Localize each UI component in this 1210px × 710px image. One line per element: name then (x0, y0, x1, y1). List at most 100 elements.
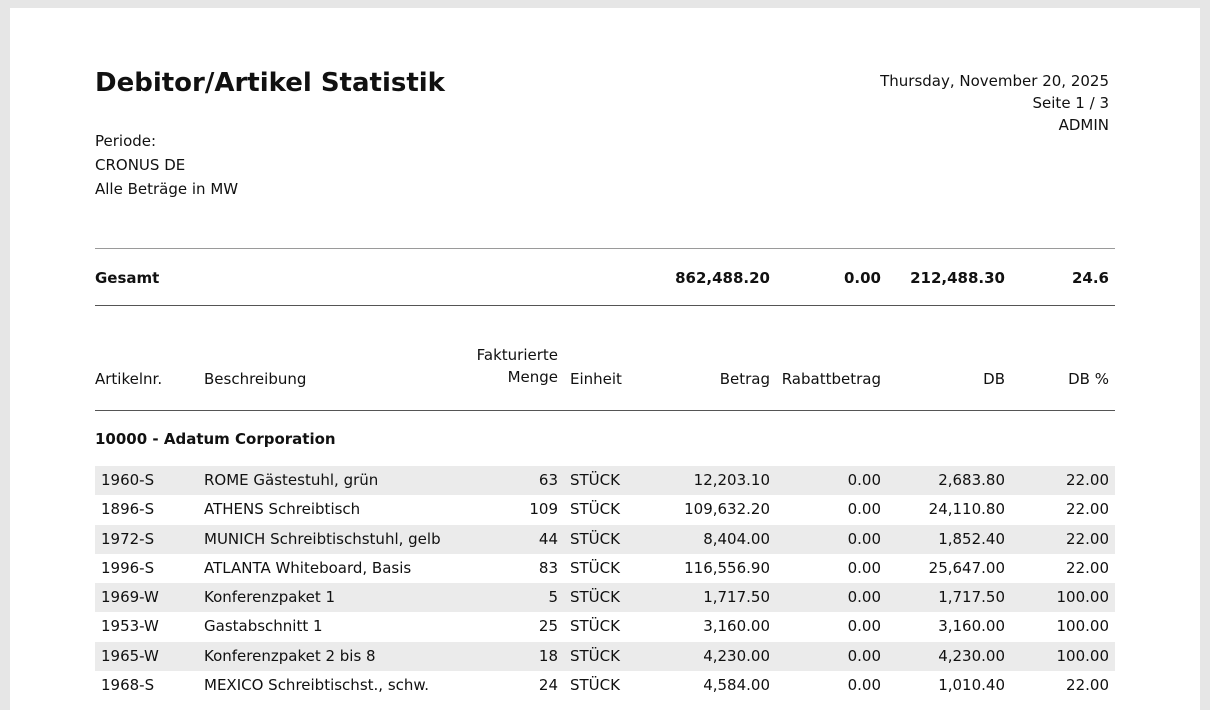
cell-beschreibung: ROME Gästestuhl, grün (204, 471, 379, 489)
cell-db-pct: 100.00 (1056, 617, 1110, 636)
cell-betrag: 116,556.90 (684, 558, 770, 577)
cell-db-pct: 100.00 (1056, 646, 1110, 665)
cell-db-pct: 22.00 (1066, 676, 1109, 695)
total-db: 212,488.30 (910, 269, 1005, 287)
table-row: 1969-W Konferenzpaket 1 5 STÜCK 1,717.50 0.00… (95, 583, 1115, 613)
col-einheit: Einheit (570, 370, 622, 388)
cell-menge: 24 (538, 676, 558, 695)
cell-rabattbetrag: 0.00 (847, 588, 881, 607)
report-title: Debitor/Artikel Statistik (95, 68, 445, 98)
col-db: DB (983, 370, 1005, 388)
cell-einheit: STÜCK (570, 646, 620, 665)
divider (95, 410, 1115, 411)
cell-einheit: STÜCK (570, 529, 620, 548)
table-row: 1896-S ATHENS Schreibtisch 109 STÜCK 109,632… (95, 495, 1115, 524)
cell-db-pct: 100.00 (1056, 588, 1110, 607)
cell-beschreibung: ATLANTA Whiteboard, Basis (204, 558, 412, 577)
cell-menge: 44 (538, 529, 558, 548)
cell-db-pct: 22.00 (1066, 471, 1109, 489)
table-row: 1996-S ATLANTA Whiteboard, Basis 83 STÜCK 11… (95, 554, 1115, 583)
cell-betrag: 3,160.00 (703, 617, 770, 636)
cell-artikelnr: 1996-S (101, 558, 155, 577)
cell-betrag: 12,203.10 (693, 471, 770, 489)
col-rabattbetrag: Rabattbetrag (781, 370, 881, 388)
cell-betrag: 8,404.00 (703, 529, 770, 548)
cell-db: 4,230.00 (938, 646, 1005, 665)
report-meta-right: Thursday, November 20, 2025 Seite 1 / 3 … (880, 70, 1109, 136)
cell-rabattbetrag: 0.00 (847, 617, 881, 636)
cell-menge: 109 (529, 500, 558, 519)
table-row: 1968-S MEXICO Schreibtischst., schw. 24 STÜ… (95, 671, 1115, 700)
cell-rabattbetrag: 0.00 (847, 471, 881, 489)
cell-artikelnr: 1896-S (101, 500, 155, 519)
cell-artikelnr: 1972-S (101, 529, 155, 548)
cell-betrag: 109,632.20 (684, 500, 770, 519)
cell-einheit: STÜCK (570, 588, 620, 607)
cell-rabattbetrag: 0.00 (847, 646, 881, 665)
cell-rabattbetrag: 0.00 (847, 529, 881, 548)
cell-artikelnr: 1965-W (101, 646, 159, 665)
cell-betrag: 4,584.00 (703, 676, 770, 695)
col-menge-line1: Fakturierte (476, 346, 558, 364)
cell-db: 25,647.00 (928, 558, 1005, 577)
company-name: CRONUS DE (95, 156, 186, 174)
cell-db: 1,010.40 (938, 676, 1005, 695)
cell-einheit: STÜCK (570, 471, 620, 489)
divider (95, 248, 1115, 249)
cell-db: 1,852.40 (938, 529, 1005, 548)
total-db-pct: 24.6 (1071, 269, 1109, 287)
table-row: 1972-S MUNICH Schreibtischstuhl, gelb 44 ST… (95, 524, 1115, 554)
cell-db-pct: 22.00 (1066, 500, 1109, 519)
total-row: Gesamt 862,488.20 0.00 212,488.30 24.6 (95, 263, 1115, 293)
cell-menge: 25 (538, 617, 558, 636)
cell-artikelnr: 1960-S (101, 471, 155, 489)
cell-rabattbetrag: 0.00 (847, 558, 881, 577)
cell-beschreibung: Gastabschnitt 1 (204, 617, 323, 636)
cell-einheit: STÜCK (570, 676, 620, 695)
cell-einheit: STÜCK (570, 617, 620, 636)
cell-beschreibung: MUNICH Schreibtischstuhl, gelb (204, 529, 441, 548)
user-name: ADMIN (1058, 116, 1109, 134)
cell-db: 24,110.80 (928, 500, 1005, 519)
total-rabattbetrag: 0.00 (843, 269, 881, 287)
total-label: Gesamt (95, 269, 160, 287)
cell-betrag: 1,717.50 (703, 588, 770, 607)
cell-db: 2,683.80 (938, 471, 1005, 489)
cell-beschreibung: MEXICO Schreibtischst., schw. (204, 676, 430, 695)
cell-einheit: STÜCK (570, 558, 620, 577)
cell-artikelnr: 1953-W (101, 617, 159, 636)
report-page: Debitor/Artikel Statistik Thursday, Nove… (10, 8, 1200, 710)
cell-db-pct: 22.00 (1066, 529, 1109, 548)
cell-beschreibung: ATHENS Schreibtisch (204, 500, 361, 519)
col-beschreibung: Beschreibung (204, 370, 307, 388)
cell-db: 1,717.50 (938, 588, 1005, 607)
customer-group-title: 10000 - Adatum Corporation (95, 430, 336, 448)
cell-betrag: 4,230.00 (703, 646, 770, 665)
cell-db-pct: 22.00 (1066, 558, 1109, 577)
col-menge: Fakturierte Menge (477, 344, 558, 388)
total-betrag: 862,488.20 (675, 269, 770, 287)
report-date: Thursday, November 20, 2025 (880, 72, 1109, 90)
col-menge-line2: Menge (507, 368, 558, 386)
cell-db: 3,160.00 (938, 617, 1005, 636)
table-header: Artikelnr. Beschreibung Fakturierte Meng… (95, 346, 1115, 408)
cell-menge: 83 (538, 558, 558, 577)
table-row: 1965-W Konferenzpaket 2 bis 8 18 STÜCK 4,230… (95, 641, 1115, 672)
table-row: 1960-S ROME Gästestuhl, grün 63 STÜCK 12,203… (95, 466, 1115, 496)
cell-menge: 5 (548, 588, 558, 607)
col-betrag: Betrag (719, 370, 770, 388)
cell-artikelnr: 1968-S (101, 676, 155, 695)
col-db-pct: DB % (1068, 370, 1109, 388)
cell-einheit: STÜCK (570, 500, 620, 519)
cell-menge: 18 (538, 646, 558, 665)
cell-artikelnr: 1969-W (101, 588, 159, 607)
table-row: 1953-W Gastabschnitt 1 25 STÜCK 3,160.00 0.00… (95, 612, 1115, 641)
cell-beschreibung: Konferenzpaket 2 bis 8 (204, 646, 376, 665)
item-table-body: 1960-S ROME Gästestuhl, grün 63 STÜCK 12,203… (95, 466, 1115, 700)
page-number: Seite 1 / 3 (1032, 94, 1109, 112)
currency-note: Alle Beträge in MW (95, 180, 239, 198)
cell-beschreibung: Konferenzpaket 1 (204, 588, 336, 607)
cell-rabattbetrag: 0.00 (847, 500, 881, 519)
report-meta-left: Periode: CRONUS DE Alle Beträge in MW (95, 129, 238, 201)
divider (95, 305, 1115, 306)
